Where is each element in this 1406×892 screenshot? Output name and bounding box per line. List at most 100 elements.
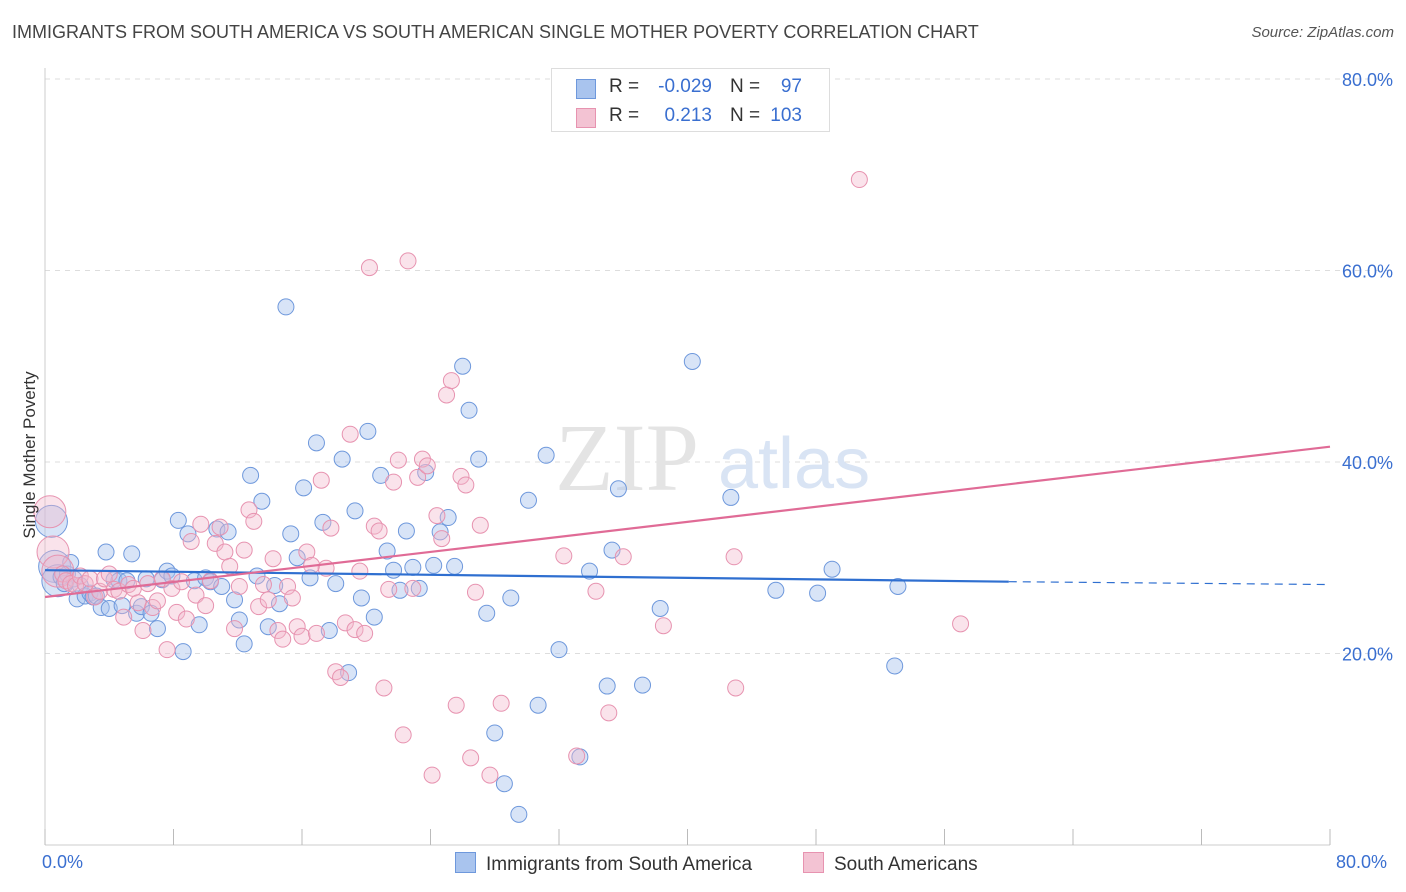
immigrants-point [634,676,652,694]
south-americans-point [850,171,868,189]
immigrants-point [404,558,422,576]
south-americans-point [86,588,104,606]
south-americans-point [332,668,350,686]
south-americans-point [380,580,398,598]
n-value: 103 [770,105,802,126]
south-americans-point [177,610,195,628]
y-axis-label: Single Mother Poverty [20,371,39,539]
immigrants-point [609,480,627,498]
immigrants-point [529,696,547,714]
south-americans-point [134,622,152,640]
legend-swatch-blue [455,852,476,873]
south-americans-point [148,592,166,610]
south-americans-point [312,471,330,489]
immigrants-point [327,575,345,593]
south-americans-point [201,572,219,590]
n-label: N = [730,76,761,97]
south-americans-point [385,473,403,491]
legend-label-south-americans: South Americans [834,854,978,875]
south-americans-point [269,622,287,640]
immigrants-point [397,522,415,540]
chart-title: IMMIGRANTS FROM SOUTH AMERICA VS SOUTH A… [12,22,979,42]
immigrants-point [823,560,841,578]
immigrants-point [581,562,599,580]
south-americans-point [433,530,451,548]
immigrants-point [651,599,669,617]
y-tick-label: 40.0% [1342,453,1393,473]
south-americans-point [226,620,244,638]
south-americans-point [389,451,407,469]
stats-row-south-americans: R = 0.213 N = 103 [552,101,829,131]
south-americans-point [725,548,743,566]
immigrants-point [495,775,513,793]
south-americans-point [36,535,70,569]
south-americans-point [163,579,181,597]
south-americans-point [457,476,475,494]
trend-line-south-americans [44,445,1331,599]
south-americans-point [264,550,282,568]
south-americans-point [466,583,484,601]
immigrants-point [598,677,616,695]
south-americans-point [409,468,427,486]
immigrants-point [767,581,785,599]
immigrants-point [683,352,701,370]
south-americans-point [492,694,510,712]
south-americans-point [587,582,605,600]
south-americans-point [341,425,359,443]
south-americans-point [952,615,970,633]
south-americans-point [428,507,446,525]
south-americans-point [211,518,229,536]
legend-label-immigrants: Immigrants from South America [486,854,753,875]
immigrants-point [446,557,464,575]
south-americans-point [351,562,369,580]
trend-line-extension [1008,581,1331,586]
south-americans-point [245,512,263,530]
immigrants-point [359,422,377,440]
south-americans-point [614,548,632,566]
immigrants-point [230,611,248,629]
south-americans-point [365,517,383,535]
south-americans-point [418,457,436,475]
immigrants-point [550,641,568,659]
x-tick-label-max: 80.0% [1336,852,1388,872]
stats-row-immigrants: R = -0.029 N = 97 [552,72,829,102]
south-americans-point [375,679,393,697]
south-americans-point [447,696,465,714]
south-americans-point [438,386,456,404]
south-americans-point [182,532,200,550]
south-americans-point [423,766,441,784]
immigrants-point [123,545,141,563]
immigrants-point [307,434,325,452]
south-americans-point [442,372,460,390]
immigrants-point [100,599,118,617]
axes [44,68,1331,846]
r-label: R = [609,76,640,97]
immigrants-point [295,479,313,497]
south-americans-point [654,617,672,635]
immigrants-point [346,502,364,520]
immigrants-point [478,604,496,622]
immigrants-point [519,491,537,509]
immigrants-point [537,446,555,464]
r-value: 0.213 [664,105,712,126]
stats-legend-box: R = -0.029 N = 97 R = 0.213 N = 103 [551,68,830,132]
y-tick-label: 20.0% [1342,645,1393,665]
immigrants-point [169,511,187,529]
south-americans-point [254,576,272,594]
south-americans-point [555,547,573,565]
south-americans-point [197,597,215,615]
y-tick-label: 60.0% [1342,262,1393,282]
south-americans-point [600,704,618,722]
immigrants-point [253,492,271,510]
south-americans-point [129,594,147,612]
south-americans-point [33,495,67,529]
immigrants-point [417,464,435,482]
watermark-atlas: atlas [718,424,870,504]
south-americans-point [568,747,586,765]
immigrants-point [385,561,403,579]
r-label: R = [609,105,640,126]
immigrants-point [340,664,358,682]
immigrants-point [259,618,277,636]
immigrants-point [470,450,488,468]
